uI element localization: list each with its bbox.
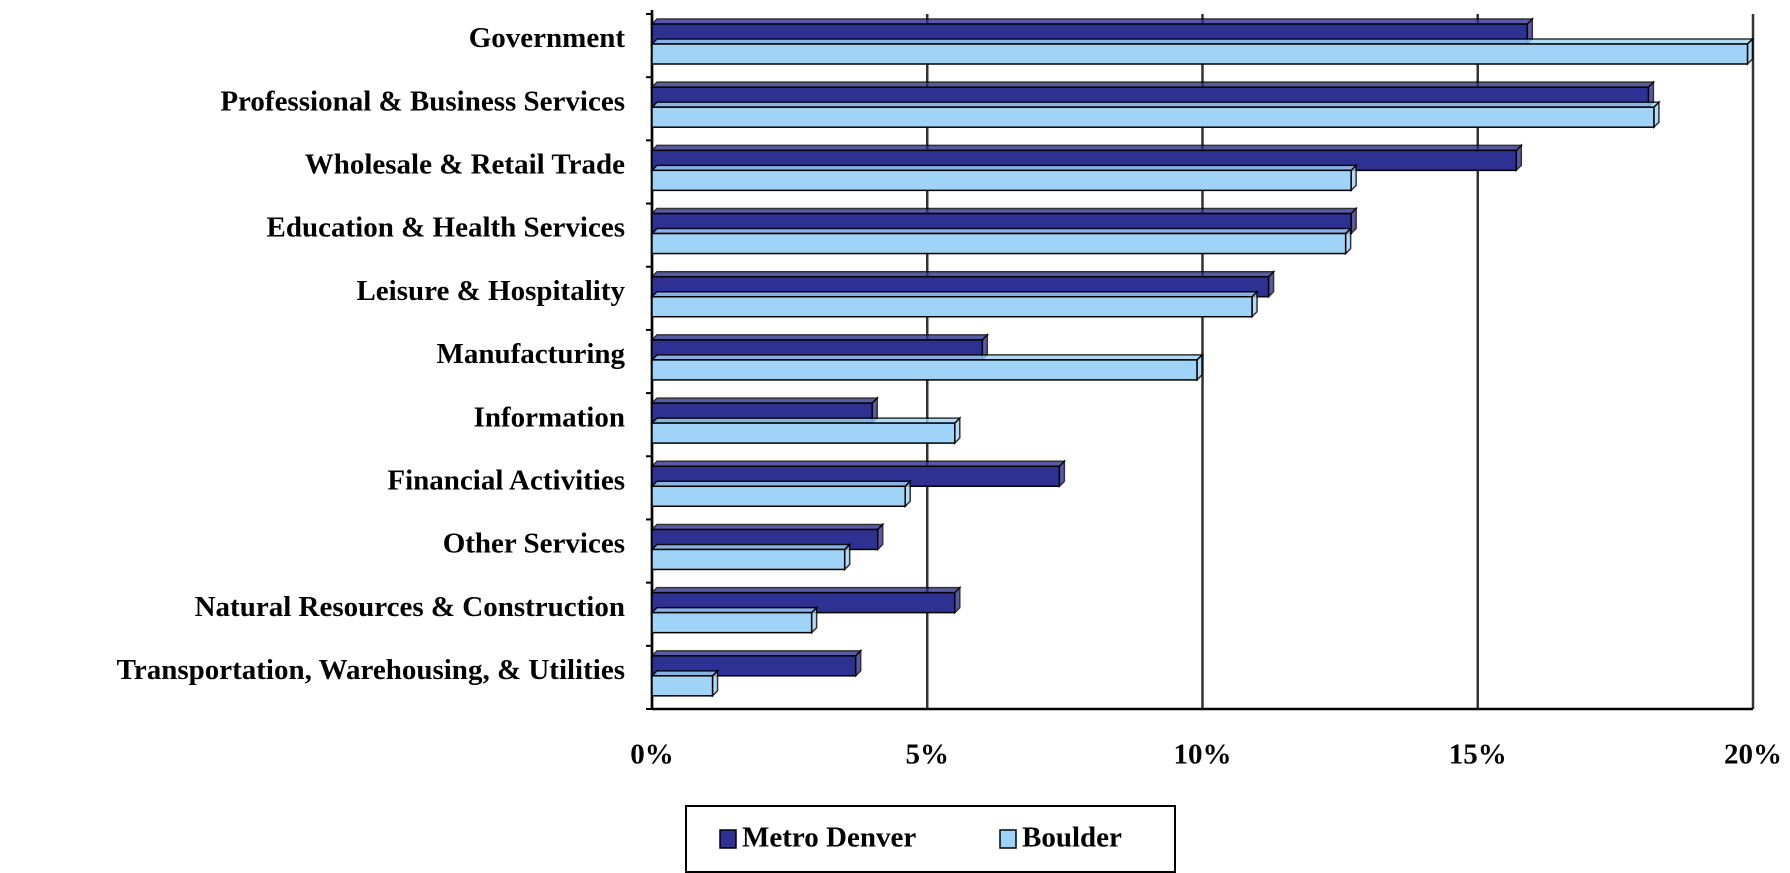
y-tick-label: Government: [469, 22, 626, 54]
y-tick-label: Leisure & Hospitality: [356, 275, 625, 307]
legend-swatch: [999, 829, 1017, 849]
legend-label: Metro Denver: [742, 822, 916, 854]
legend-label: Boulder: [1022, 822, 1122, 854]
y-tick-label: Wholesale & Retail Trade: [305, 149, 625, 181]
y-tick-label: Education & Health Services: [267, 212, 625, 244]
bar: [651, 675, 714, 697]
bar: [651, 422, 956, 444]
x-tick-label: 10%: [1174, 739, 1232, 771]
y-tick-label: Natural Resources & Construction: [195, 591, 625, 623]
bar: [651, 548, 846, 571]
x-tick-label: 20%: [1724, 739, 1782, 771]
y-tick-label: Transportation, Warehousing, & Utilities: [117, 654, 625, 686]
bar: [651, 106, 1655, 128]
y-tick-label: Financial Activities: [387, 464, 625, 496]
y-tick-label: Information: [474, 401, 625, 433]
x-tick-label: 5%: [906, 739, 950, 771]
bar: [651, 43, 1749, 65]
legend-swatch: [719, 829, 737, 849]
legend-box: [685, 805, 1176, 873]
y-tick-label: Manufacturing: [437, 338, 626, 370]
bar: [651, 169, 1352, 192]
y-tick-label: Other Services: [443, 528, 625, 560]
bar: [651, 232, 1347, 255]
bar: [651, 485, 906, 508]
y-tick-label: Professional & Business Services: [220, 85, 625, 117]
bar: [651, 295, 1253, 318]
bar: [651, 611, 813, 634]
bar: [651, 359, 1198, 381]
x-tick-label: 0%: [630, 739, 674, 771]
x-tick-label: 15%: [1449, 739, 1507, 771]
